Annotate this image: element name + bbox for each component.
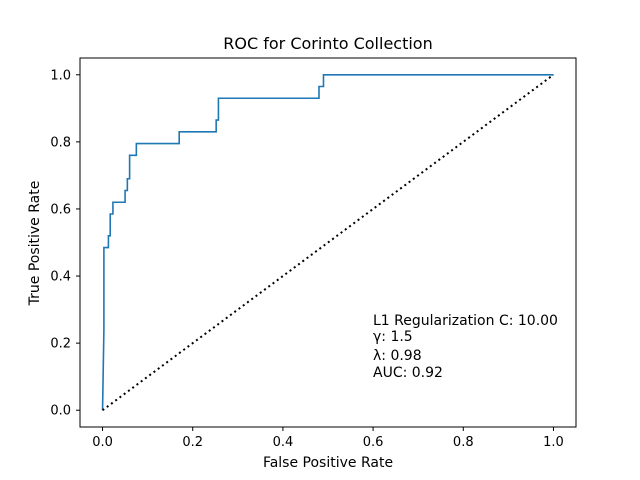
x-tick-label: 1.0 — [543, 435, 564, 450]
annotation-box: L1 Regularization C: 10.00 γ: 1.5 λ: 0.9… — [373, 313, 558, 381]
y-tick-label: 0.0 — [50, 404, 71, 419]
roc-curve-line — [101, 73, 554, 411]
chart-title: ROC for Corinto Collection — [223, 34, 432, 53]
annotation-lambda: λ: 0.98 — [373, 348, 422, 364]
x-tick-label: 0.8 — [453, 435, 474, 450]
y-tick-label: 1.0 — [50, 68, 71, 83]
y-tick-label: 0.6 — [50, 202, 71, 217]
x-tick-label: 0.6 — [363, 435, 384, 450]
annotation-regularization: L1 Regularization C: 10.00 — [373, 313, 558, 329]
x-tick-label: 0.4 — [273, 435, 294, 450]
y-tick-label: 0.8 — [50, 135, 71, 150]
x-tick-label: 0.2 — [182, 435, 203, 450]
annotation-gamma: γ: 1.5 — [373, 329, 413, 345]
y-axis-label: True Positive Rate — [27, 181, 43, 307]
x-tick-label: 0.0 — [92, 435, 113, 450]
x-axis-label: False Positive Rate — [263, 455, 393, 471]
chance-diagonal-line — [101, 73, 555, 412]
plot-frame — [79, 57, 577, 428]
y-tick-label: 0.4 — [50, 270, 71, 285]
plot-area: 0.0 0.2 0.4 0.6 0.8 1.0 0.0 0.2 0.4 0.6 0.8 1.0 — [50, 57, 577, 450]
y-tick-label: 0.2 — [50, 337, 71, 352]
annotation-auc: AUC: 0.92 — [373, 365, 443, 381]
